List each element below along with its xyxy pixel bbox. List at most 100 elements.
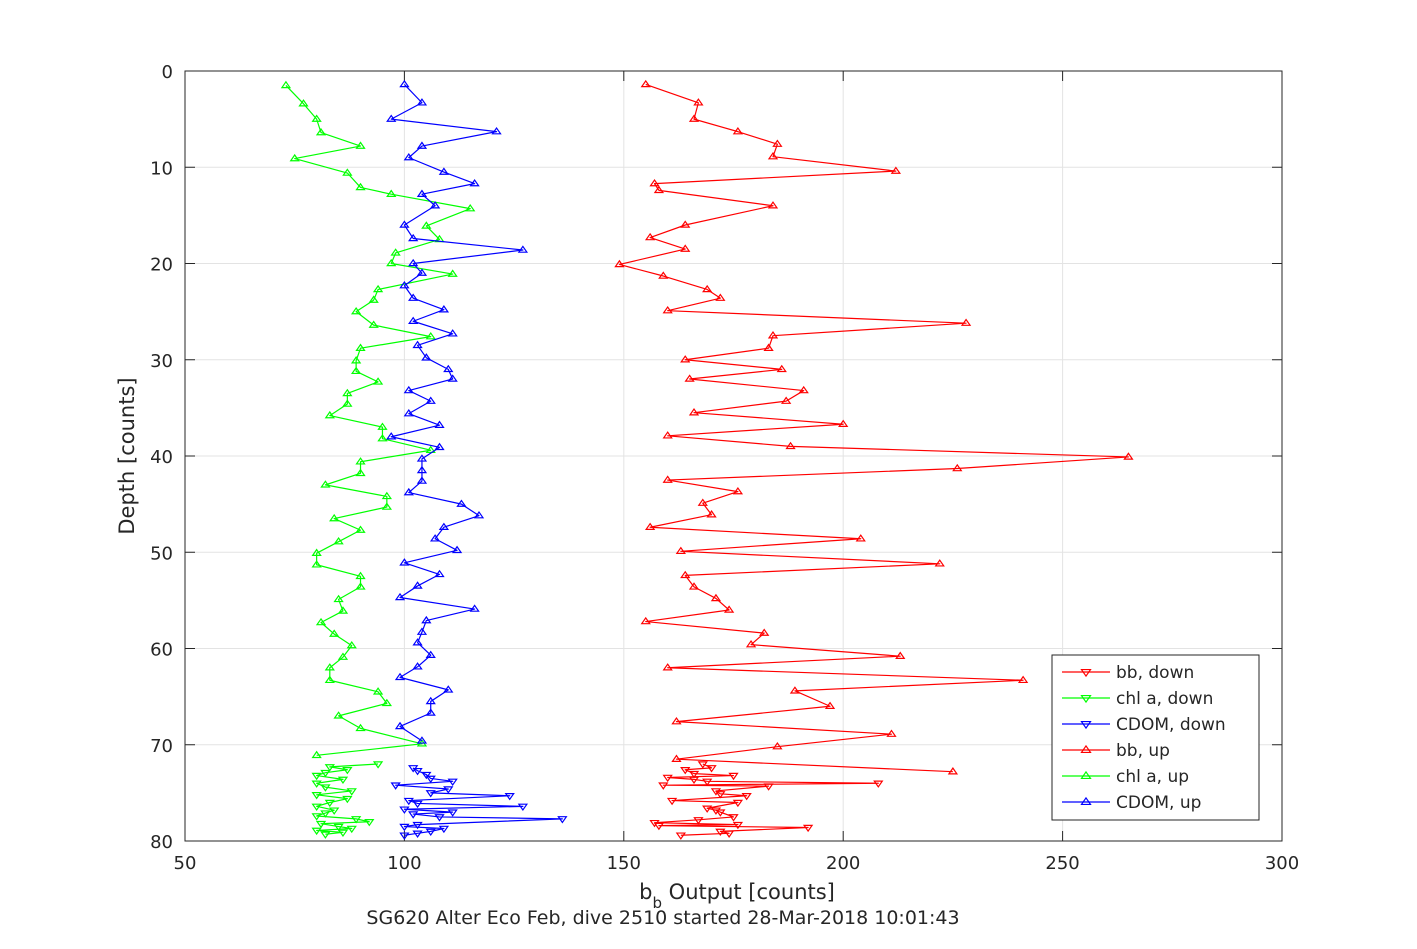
legend-item: CDOM, down (1062, 715, 1226, 735)
data-point (434, 442, 445, 451)
data-point (337, 776, 349, 785)
series-line (285, 85, 471, 756)
data-point (386, 258, 397, 267)
y-tick-label: 0 (162, 62, 173, 83)
legend-marker (1080, 744, 1092, 754)
data-point (649, 819, 660, 828)
data-point (315, 617, 327, 626)
data-point (772, 139, 783, 147)
data-point (408, 316, 419, 325)
legend-item: CDOM, up (1062, 793, 1201, 813)
data-point (960, 318, 972, 326)
data-point (759, 628, 770, 636)
data-point (403, 152, 414, 161)
data-point (381, 698, 392, 707)
data-point (386, 114, 397, 122)
data-point (504, 793, 515, 801)
data-point (386, 189, 397, 197)
data-point (671, 754, 682, 762)
data-point (802, 824, 814, 833)
data-point (785, 441, 796, 450)
data-point (469, 604, 480, 612)
data-point (346, 825, 357, 834)
data-point (412, 662, 423, 670)
data-point (706, 510, 717, 518)
data-point (658, 782, 669, 790)
data-point (465, 203, 476, 212)
data-point (1123, 452, 1134, 460)
x-axis-title-subscript: b (652, 894, 662, 912)
data-point (329, 513, 340, 522)
x-tick-label: 150 (607, 853, 641, 874)
data-point (710, 807, 722, 815)
data-point (280, 80, 292, 89)
data-point (715, 809, 726, 817)
data-point (315, 820, 327, 829)
data-point (416, 98, 428, 106)
series-chl-a-down (311, 761, 384, 839)
data-point (412, 638, 423, 646)
data-point (649, 178, 660, 187)
data-point (311, 792, 322, 800)
data-point (421, 221, 432, 229)
data-point (311, 548, 322, 556)
data-point (399, 558, 410, 566)
data-point (741, 793, 752, 801)
data-point (333, 823, 344, 832)
data-point (680, 244, 691, 252)
legend-marker (1080, 770, 1092, 780)
data-point (697, 498, 708, 506)
data-point (355, 343, 366, 351)
series-chl-a-up (280, 80, 476, 759)
data-point (311, 750, 322, 759)
data-point (355, 582, 366, 590)
legend-label: chl a, up (1116, 767, 1189, 787)
data-point (438, 522, 450, 530)
data-point (390, 248, 401, 256)
data-point (412, 830, 423, 838)
data-point (412, 800, 423, 809)
data-point (403, 487, 414, 496)
data-point (425, 790, 436, 798)
data-point (311, 780, 322, 788)
data-point (732, 821, 744, 830)
data-point (438, 167, 450, 175)
data-point (680, 355, 691, 363)
data-point (381, 502, 392, 510)
data-point (662, 431, 673, 439)
data-point (342, 795, 353, 804)
data-point (421, 615, 432, 624)
data-point (732, 799, 744, 808)
data-point (412, 581, 423, 589)
data-point (412, 821, 423, 830)
data-point (346, 640, 357, 649)
data-point (680, 767, 691, 775)
data-point (776, 364, 787, 373)
data-point (399, 806, 410, 814)
data-point (377, 434, 388, 442)
data-point (723, 830, 735, 838)
data-point (447, 374, 458, 382)
data-point (346, 788, 357, 796)
data-point (1017, 675, 1029, 684)
data-point (355, 468, 366, 477)
data-point (767, 331, 779, 339)
data-point (855, 534, 866, 542)
x-axis-title-main: b (639, 880, 652, 904)
data-point (702, 778, 713, 786)
data-point (763, 343, 774, 351)
data-point (416, 476, 428, 484)
data-point (368, 295, 379, 303)
data-point (728, 772, 739, 781)
data-point (324, 675, 335, 684)
data-point (342, 168, 353, 176)
data-point (798, 385, 809, 394)
data-point (745, 639, 757, 648)
data-point (425, 828, 436, 837)
legend-label: bb, up (1116, 741, 1170, 761)
x-tick-label: 200 (826, 853, 860, 874)
data-point (416, 268, 428, 276)
data-point (451, 545, 463, 554)
data-point (350, 306, 362, 315)
data-point (416, 627, 428, 635)
